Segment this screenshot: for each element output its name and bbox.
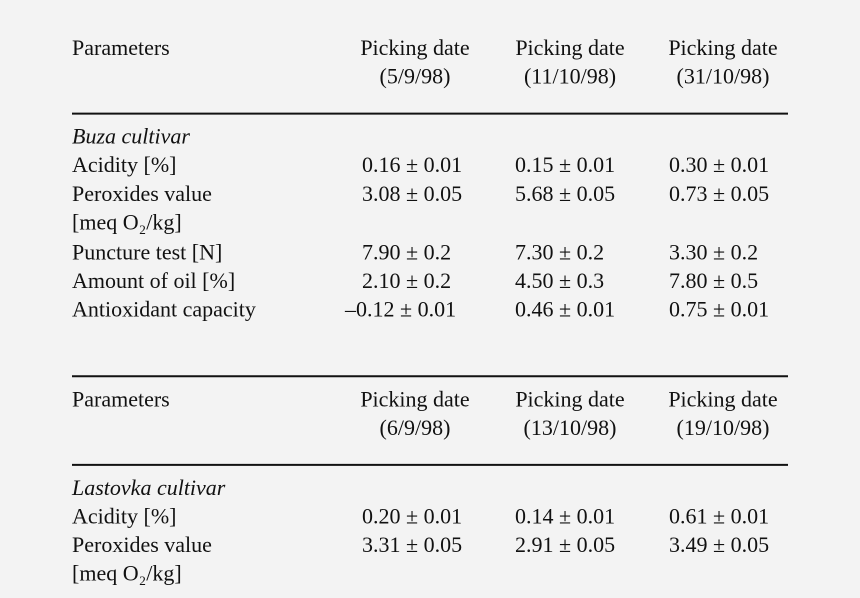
column-header: Picking date <box>360 35 469 60</box>
column-header: (31/10/98) <box>677 64 770 89</box>
cell-value: 0.16 ± 0.01 <box>362 152 462 177</box>
column-header: Picking date <box>515 386 624 411</box>
cell-value: –0.12 ± 0.01 <box>344 297 456 322</box>
header-label: Parameters <box>72 35 170 60</box>
cell-value: 0.14 ± 0.01 <box>515 504 615 529</box>
cell-value: 0.15 ± 0.01 <box>515 152 615 177</box>
row-label: Puncture test [N] <box>72 240 222 265</box>
cell-value: 3.30 ± 0.2 <box>669 240 758 265</box>
column-header: (13/10/98) <box>524 415 617 440</box>
cell-value: 7.80 ± 0.5 <box>669 268 758 293</box>
cell-value: 7.90 ± 0.2 <box>362 240 451 265</box>
cell-value: 2.10 ± 0.2 <box>362 268 451 293</box>
cell-value: 3.08 ± 0.05 <box>362 181 462 206</box>
cultivar-name: Buza cultivar <box>72 124 190 149</box>
cell-value: 0.20 ± 0.01 <box>362 504 462 529</box>
column-header: Picking date <box>360 386 469 411</box>
cell-value: 0.75 ± 0.01 <box>669 297 769 322</box>
column-header: (5/9/98) <box>380 64 451 89</box>
column-header: (6/9/98) <box>380 415 451 440</box>
cell-value: 0.30 ± 0.01 <box>669 152 769 177</box>
cell-value: 3.49 ± 0.05 <box>669 532 769 557</box>
row-label: Acidity [%] <box>72 504 176 529</box>
cell-value: 0.46 ± 0.01 <box>515 297 615 322</box>
column-header: (19/10/98) <box>677 415 770 440</box>
cell-value: 5.68 ± 0.05 <box>515 181 615 206</box>
row-label: [meq O₂/kg] <box>72 561 182 586</box>
cell-value: 2.91 ± 0.05 <box>515 532 615 557</box>
row-label: [meq O₂/kg] <box>72 209 182 234</box>
row-label: Peroxides value <box>72 532 212 557</box>
column-header: Picking date <box>668 35 777 60</box>
column-header: Picking date <box>515 35 624 60</box>
column-header: Picking date <box>668 386 777 411</box>
row-label: Peroxides value <box>72 181 212 206</box>
row-label: Antioxidant capacity <box>72 297 256 322</box>
cell-value: 0.61 ± 0.01 <box>669 504 769 529</box>
header-label: Parameters <box>72 386 170 411</box>
cell-value: 4.50 ± 0.3 <box>515 268 604 293</box>
cell-value: 0.73 ± 0.05 <box>669 181 769 206</box>
column-header: (11/10/98) <box>524 64 616 89</box>
row-label: Amount of oil [%] <box>72 268 235 293</box>
cultivar-name: Lastovka cultivar <box>71 475 226 500</box>
cell-value: 7.30 ± 0.2 <box>515 240 604 265</box>
row-label: Acidity [%] <box>72 152 176 177</box>
cell-value: 3.31 ± 0.05 <box>362 532 462 557</box>
